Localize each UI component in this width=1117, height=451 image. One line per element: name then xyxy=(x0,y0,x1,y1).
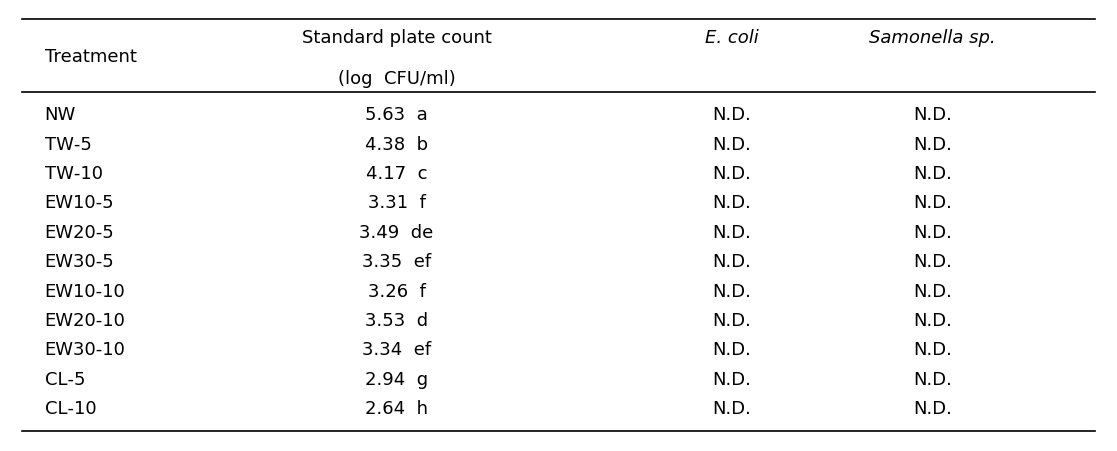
Text: N.D.: N.D. xyxy=(713,370,751,388)
Text: CL‑10: CL‑10 xyxy=(45,399,96,417)
Text: 5.63  a: 5.63 a xyxy=(365,106,428,124)
Text: N.D.: N.D. xyxy=(713,165,751,183)
Text: 3.53  d: 3.53 d xyxy=(365,311,428,329)
Text: 3.35  ef: 3.35 ef xyxy=(362,253,431,271)
Text: N.D.: N.D. xyxy=(713,106,751,124)
Text: 3.34  ef: 3.34 ef xyxy=(362,341,431,359)
Text: EW10‑5: EW10‑5 xyxy=(45,194,114,212)
Text: EW20‑10: EW20‑10 xyxy=(45,311,125,329)
Text: CL‑5: CL‑5 xyxy=(45,370,85,388)
Text: N.D.: N.D. xyxy=(914,399,952,417)
Text: N.D.: N.D. xyxy=(914,370,952,388)
Text: N.D.: N.D. xyxy=(914,311,952,329)
Text: (log  CFU/ml): (log CFU/ml) xyxy=(337,70,456,88)
Text: EW10‑10: EW10‑10 xyxy=(45,282,125,300)
Text: N.D.: N.D. xyxy=(713,399,751,417)
Text: N.D.: N.D. xyxy=(713,223,751,241)
Text: EW30‑5: EW30‑5 xyxy=(45,253,114,271)
Text: 3.26  f: 3.26 f xyxy=(367,282,426,300)
Text: Standard plate count: Standard plate count xyxy=(302,29,491,47)
Text: E. coli: E. coli xyxy=(705,29,758,47)
Text: N.D.: N.D. xyxy=(713,135,751,153)
Text: EW20‑5: EW20‑5 xyxy=(45,223,114,241)
Text: N.D.: N.D. xyxy=(914,282,952,300)
Text: 3.31  f: 3.31 f xyxy=(367,194,426,212)
Text: N.D.: N.D. xyxy=(713,253,751,271)
Text: 2.94  g: 2.94 g xyxy=(365,370,428,388)
Text: N.D.: N.D. xyxy=(914,194,952,212)
Text: TW‑10: TW‑10 xyxy=(45,165,103,183)
Text: N.D.: N.D. xyxy=(713,311,751,329)
Text: Samonella sp.: Samonella sp. xyxy=(869,29,996,47)
Text: N.D.: N.D. xyxy=(914,341,952,359)
Text: N.D.: N.D. xyxy=(914,106,952,124)
Text: 3.49  de: 3.49 de xyxy=(360,223,433,241)
Text: TW‑5: TW‑5 xyxy=(45,135,92,153)
Text: N.D.: N.D. xyxy=(914,253,952,271)
Text: N.D.: N.D. xyxy=(713,194,751,212)
Text: N.D.: N.D. xyxy=(914,135,952,153)
Text: 2.64  h: 2.64 h xyxy=(365,399,428,417)
Text: N.D.: N.D. xyxy=(914,223,952,241)
Text: EW30‑10: EW30‑10 xyxy=(45,341,125,359)
Text: N.D.: N.D. xyxy=(914,165,952,183)
Text: 4.17  c: 4.17 c xyxy=(365,165,428,183)
Text: N.D.: N.D. xyxy=(713,341,751,359)
Text: Treatment: Treatment xyxy=(45,47,136,65)
Text: 4.38  b: 4.38 b xyxy=(365,135,428,153)
Text: N.D.: N.D. xyxy=(713,282,751,300)
Text: NW: NW xyxy=(45,106,76,124)
